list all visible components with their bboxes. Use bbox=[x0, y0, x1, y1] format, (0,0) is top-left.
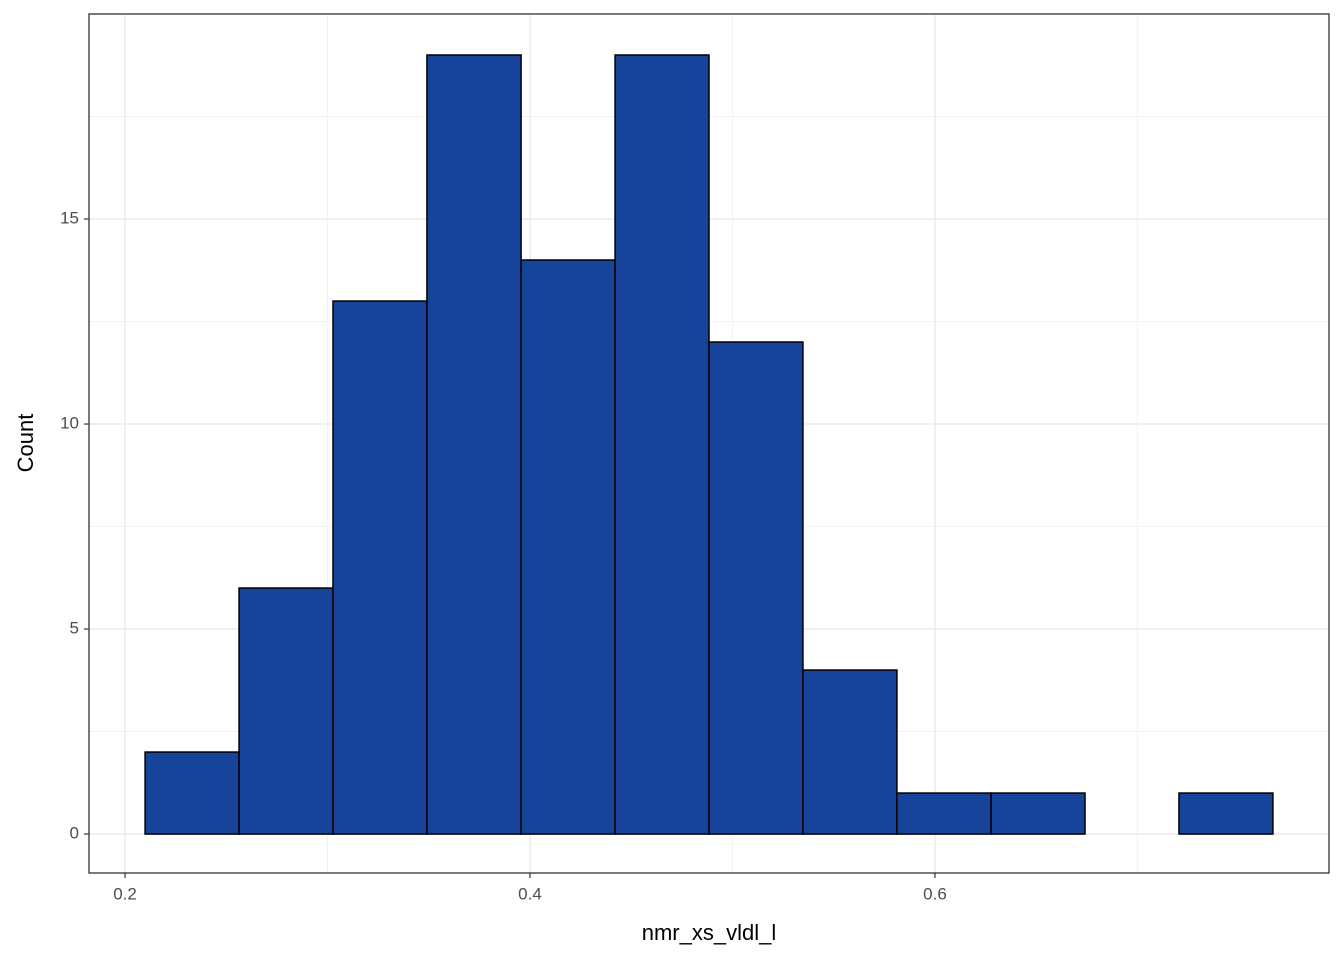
x-axis-title: nmr_xs_vldl_l bbox=[642, 920, 777, 945]
panel-border bbox=[88, 13, 1330, 874]
y-tick-label: 0 bbox=[70, 824, 79, 843]
bar bbox=[990, 792, 1086, 835]
x-tick-label: 0.2 bbox=[113, 884, 137, 903]
x-tick-label: 0.6 bbox=[923, 884, 947, 903]
bar bbox=[520, 259, 616, 835]
bar bbox=[332, 300, 428, 835]
bar bbox=[614, 54, 710, 835]
x-tick-label: 0.4 bbox=[518, 884, 542, 903]
bar bbox=[238, 587, 334, 835]
bar bbox=[896, 792, 992, 835]
bar bbox=[426, 54, 522, 835]
y-tick-label: 10 bbox=[60, 414, 79, 433]
bar bbox=[144, 751, 240, 835]
y-tick-label: 15 bbox=[60, 208, 79, 227]
y-axis-title: Count bbox=[13, 414, 38, 473]
y-tick-label: 5 bbox=[70, 619, 79, 638]
bar bbox=[1178, 792, 1274, 835]
bar bbox=[708, 341, 804, 835]
bar bbox=[802, 669, 898, 835]
